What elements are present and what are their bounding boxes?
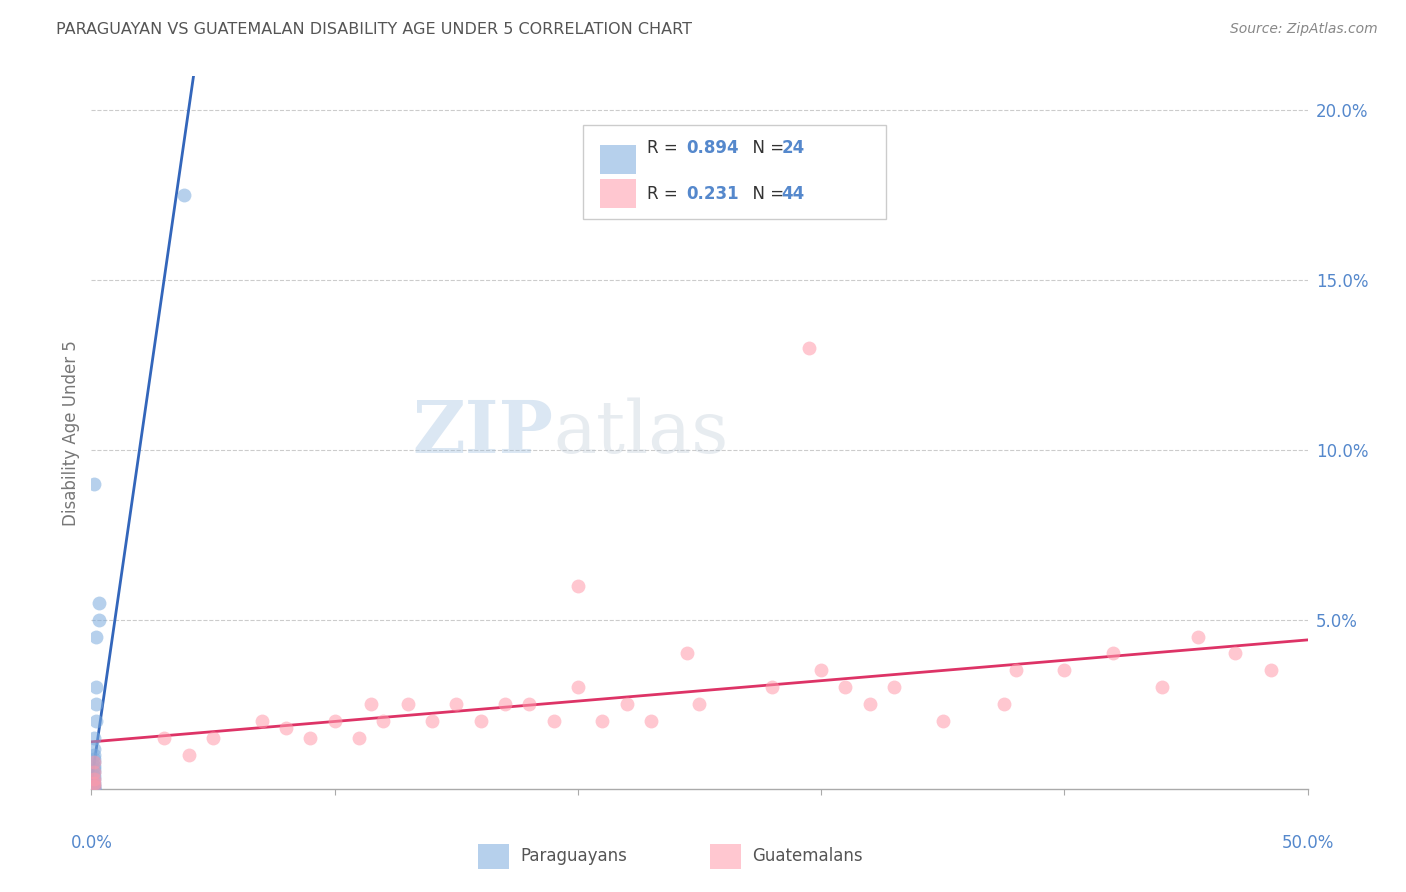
Text: ZIP: ZIP (413, 397, 554, 468)
Point (84, 714, 107, 729)
Point (83, 748, 105, 763)
Point (202, 731, 225, 746)
Point (360, 698, 382, 712)
Point (83, 782, 105, 797)
Point (931, 714, 953, 729)
Text: N =: N = (742, 139, 790, 157)
Point (87, 595, 110, 609)
Text: 24: 24 (782, 139, 806, 157)
Point (1102, 647, 1125, 661)
Text: Paraguayans: Paraguayans (520, 847, 627, 865)
Point (84, 681, 107, 695)
Point (84, 698, 107, 712)
Point (494, 698, 516, 712)
Text: 0.231: 0.231 (686, 185, 738, 202)
Point (688, 698, 710, 712)
Point (761, 681, 783, 695)
Point (83, 756, 105, 770)
Point (83, 775, 105, 789)
Point (396, 698, 419, 712)
Point (883, 681, 905, 695)
Point (543, 714, 565, 729)
Point (153, 731, 176, 746)
Text: atlas: atlas (554, 397, 728, 468)
Point (591, 714, 613, 729)
Point (323, 714, 346, 729)
Point (83, 769, 105, 783)
Point (83, 772, 105, 787)
Text: R =: R = (647, 139, 683, 157)
Point (83, 782, 105, 797)
Text: Guatemalans: Guatemalans (752, 847, 863, 865)
Point (83, 758, 105, 772)
Point (87, 613, 110, 627)
Point (797, 341, 820, 355)
Point (250, 714, 273, 729)
Point (1223, 647, 1246, 661)
Point (83, 765, 105, 780)
Text: 44: 44 (782, 185, 806, 202)
Text: Source: ZipAtlas.com: Source: ZipAtlas.com (1230, 22, 1378, 37)
Point (347, 731, 370, 746)
Point (83, 476, 105, 491)
Point (299, 731, 322, 746)
Point (420, 714, 443, 729)
Text: 50.0%: 50.0% (1281, 834, 1334, 852)
Point (676, 647, 699, 661)
Point (83, 741, 105, 756)
Point (1150, 681, 1173, 695)
Point (83, 779, 105, 793)
Point (177, 748, 200, 763)
Point (83, 782, 105, 797)
Point (83, 756, 105, 770)
Point (1260, 664, 1282, 678)
Point (993, 698, 1015, 712)
Point (567, 681, 589, 695)
Point (83, 772, 105, 787)
Point (1053, 664, 1076, 678)
Point (83, 775, 105, 789)
Point (567, 578, 589, 592)
Point (810, 664, 832, 678)
Point (83, 779, 105, 793)
Point (84, 630, 107, 644)
Point (444, 698, 467, 712)
Point (859, 698, 882, 712)
Point (83, 731, 105, 746)
Point (1187, 630, 1209, 644)
Point (274, 721, 297, 735)
Point (616, 698, 638, 712)
Point (83, 765, 105, 780)
Text: R =: R = (647, 185, 683, 202)
Point (373, 714, 395, 729)
Text: PARAGUAYAN VS GUATEMALAN DISABILITY AGE UNDER 5 CORRELATION CHART: PARAGUAYAN VS GUATEMALAN DISABILITY AGE … (56, 22, 692, 37)
Point (173, 187, 195, 202)
Point (517, 698, 540, 712)
Point (1004, 664, 1026, 678)
Point (83, 779, 105, 793)
Point (83, 752, 105, 766)
Point (83, 762, 105, 776)
Point (640, 714, 662, 729)
Point (834, 681, 856, 695)
Text: 0.894: 0.894 (686, 139, 738, 157)
Text: 0.0%: 0.0% (70, 834, 112, 852)
Point (470, 714, 492, 729)
Text: N =: N = (742, 185, 790, 202)
Y-axis label: Disability Age Under 5: Disability Age Under 5 (62, 340, 80, 525)
